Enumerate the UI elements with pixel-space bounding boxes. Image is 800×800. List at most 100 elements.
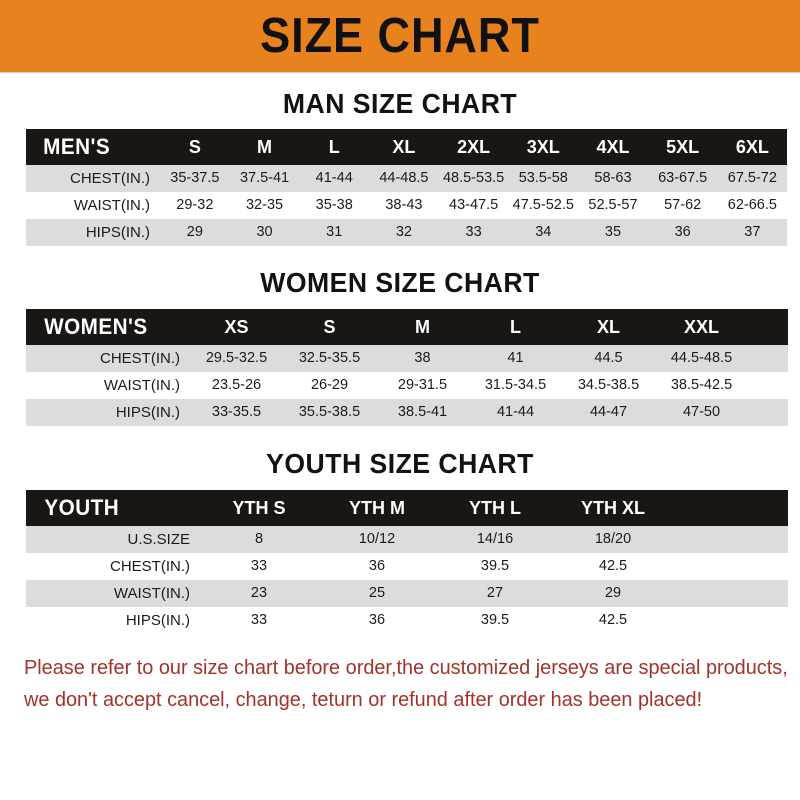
women-table-head: WOMEN'S XS S M L XL XXL — [26, 309, 788, 345]
women-hips-l: 41-44 — [496, 404, 535, 421]
women-hips-label: HIPS(IN.) — [115, 404, 180, 421]
women-chest-label: CHEST(IN.) — [100, 350, 180, 367]
table-row: U.S.SIZE 8 10/12 14/16 18/20 — [26, 526, 788, 553]
women-size-header-xxl: XXL — [683, 317, 719, 337]
table-row: WAIST(IN.) 23 25 27 29 — [26, 580, 788, 607]
man-waist-m: 32-35 — [245, 197, 284, 214]
women-hips-xxl: 47-50 — [682, 404, 721, 421]
women-size-table: WOMEN'S XS S M L XL XXL CHEST(IN.) 29.5-… — [26, 309, 788, 426]
youth-ussize-label: U.S.SIZE — [127, 531, 190, 548]
footer-disclaimer: Please refer to our size chart before or… — [24, 652, 788, 716]
man-hips-l: 31 — [326, 224, 343, 241]
youth-waist-label: WAIST(IN.) — [113, 585, 190, 602]
man-chest-l: 41-44 — [315, 170, 353, 187]
women-chest-s: 32.5-35.5 — [298, 350, 361, 367]
table-row: CHEST(IN.) 33 36 39.5 42.5 — [26, 553, 788, 580]
women-chest-filler — [748, 345, 788, 372]
youth-hips-m: 36 — [368, 612, 386, 629]
man-section-title: MAN SIZE CHART — [282, 88, 518, 119]
man-size-header-2xl: 2XL — [457, 137, 491, 157]
women-size-header-s: S — [323, 317, 336, 337]
footer-line-2: we don't accept cancel, change, teturn o… — [24, 687, 703, 711]
women-header-row: WOMEN'S XS S M L XL XXL — [26, 309, 788, 345]
women-size-header-xs: XS — [224, 317, 249, 337]
man-waist-label: WAIST(IN.) — [73, 197, 150, 214]
women-row-label-header: WOMEN'S — [44, 314, 148, 339]
table-row: CHEST(IN.) 35-37.5 37.5-41 41-44 44-48.5… — [26, 165, 788, 192]
table-row: WAIST(IN.) 29-32 32-35 35-38 38-43 43-47… — [26, 192, 788, 219]
youth-size-header-l: YTH L — [469, 498, 521, 518]
women-size-header-l: L — [510, 317, 521, 337]
women-size-header-xl: XL — [596, 317, 620, 337]
man-hips-m: 30 — [256, 224, 273, 241]
women-waist-l: 31.5-34.5 — [484, 377, 547, 394]
man-hips-5xl: 36 — [674, 224, 691, 241]
youth-waist-m: 25 — [368, 585, 386, 602]
man-waist-3xl: 47.5-52.5 — [512, 197, 574, 214]
women-waist-xl: 34.5-38.5 — [577, 377, 640, 394]
man-chest-2xl: 48.5-53.5 — [442, 170, 505, 187]
man-size-header-l: L — [328, 137, 340, 157]
table-row: HIPS(IN.) 29 30 31 32 33 34 35 36 37 — [26, 219, 788, 246]
women-hips-xs: 33-35.5 — [211, 404, 262, 421]
man-table-body: CHEST(IN.) 35-37.5 37.5-41 41-44 44-48.5… — [26, 165, 788, 246]
man-size-header-s: S — [188, 137, 201, 157]
youth-size-header-m: YTH M — [349, 498, 405, 518]
youth-table-head: YOUTH YTH S YTH M YTH L YTH XL — [26, 490, 788, 526]
man-hips-label: HIPS(IN.) — [85, 224, 150, 241]
youth-ussize-filler — [672, 526, 788, 553]
youth-waist-l: 27 — [486, 585, 504, 602]
youth-hips-l: 39.5 — [480, 612, 510, 629]
man-chest-6xl: 67.5-72 — [727, 170, 777, 187]
women-header-filler — [748, 309, 788, 345]
youth-hips-label: HIPS(IN.) — [125, 612, 190, 629]
youth-waist-xl: 29 — [604, 585, 622, 602]
youth-header-row: YOUTH YTH S YTH M YTH L YTH XL — [26, 490, 788, 526]
man-chest-3xl: 53.5-58 — [518, 170, 568, 187]
man-size-header-5xl: 5XL — [666, 137, 700, 157]
women-chest-m: 38 — [414, 350, 431, 367]
women-waist-xxl: 38.5-42.5 — [670, 377, 733, 394]
women-chest-l: 41 — [507, 350, 524, 367]
youth-chest-label: CHEST(IN.) — [110, 558, 190, 575]
youth-hips-s: 33 — [250, 612, 268, 629]
youth-ussize-xl: 18/20 — [594, 531, 632, 548]
youth-ussize-l: 14/16 — [476, 531, 514, 548]
man-waist-s: 29-32 — [176, 197, 214, 214]
youth-table-body: U.S.SIZE 8 10/12 14/16 18/20 CHEST(IN.) … — [26, 526, 788, 634]
women-waist-label: WAIST(IN.) — [103, 377, 180, 394]
man-size-table: MEN'S S M L XL 2XL 3XL 4XL 5XL 6XL CHEST… — [26, 129, 788, 246]
footer-line-1: Please refer to our size chart before or… — [24, 656, 788, 679]
man-size-header-3xl: 3XL — [526, 137, 560, 157]
youth-hips-filler — [672, 607, 788, 634]
women-chest-xxl: 44.5-48.5 — [670, 350, 733, 367]
women-size-header-m: M — [415, 317, 430, 337]
women-waist-xs: 23.5-26 — [211, 377, 262, 394]
women-chest-xl: 44.5 — [594, 350, 623, 367]
man-hips-3xl: 34 — [535, 224, 552, 241]
table-row: HIPS(IN.) 33-35.5 35.5-38.5 38.5-41 41-4… — [26, 399, 788, 426]
man-chest-xl: 44-48.5 — [379, 170, 429, 187]
man-chest-s: 35-37.5 — [170, 170, 220, 187]
youth-chest-s: 33 — [250, 558, 268, 575]
man-hips-6xl: 37 — [744, 224, 761, 241]
youth-size-table: YOUTH YTH S YTH M YTH L YTH XL U.S.SIZE … — [26, 490, 788, 634]
youth-section-title: YOUTH SIZE CHART — [266, 448, 534, 479]
women-hips-filler — [748, 399, 788, 426]
youth-ussize-s: 8 — [254, 531, 264, 548]
women-waist-s: 26-29 — [310, 377, 349, 394]
women-section-title: WOMEN SIZE CHART — [260, 267, 540, 298]
man-waist-5xl: 57-62 — [664, 197, 702, 214]
table-row: WAIST(IN.) 23.5-26 26-29 29-31.5 31.5-34… — [26, 372, 788, 399]
man-size-header-6xl: 6XL — [735, 137, 769, 157]
youth-hips-xl: 42.5 — [598, 612, 628, 629]
man-header-row: MEN'S S M L XL 2XL 3XL 4XL 5XL 6XL — [26, 129, 788, 165]
women-hips-s: 35.5-38.5 — [298, 404, 361, 421]
youth-chest-l: 39.5 — [480, 558, 510, 575]
man-row-label-header: MEN'S — [43, 134, 111, 159]
youth-table-wrap: YOUTH YTH S YTH M YTH L YTH XL U.S.SIZE … — [26, 490, 788, 634]
table-row: CHEST(IN.) 29.5-32.5 32.5-35.5 38 41 44.… — [26, 345, 788, 372]
youth-size-header-xl: YTH XL — [580, 498, 645, 518]
man-hips-s: 29 — [186, 224, 203, 241]
